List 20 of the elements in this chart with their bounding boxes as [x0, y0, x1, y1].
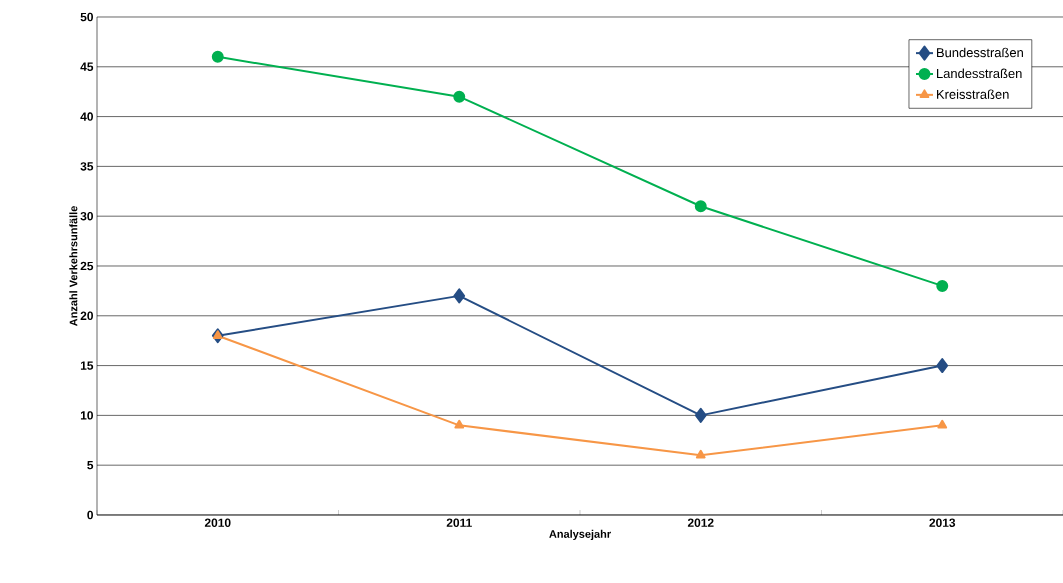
y-tick-label: 20 — [80, 311, 93, 321]
y-tick-label: 25 — [80, 261, 94, 271]
y-tick-label: 15 — [80, 361, 94, 370]
y-tick-label: 50 — [80, 12, 93, 22]
x-axis-title: Analysejahr — [549, 529, 611, 541]
y-tick-label: 40 — [80, 112, 93, 121]
x-tick-label: 2013 — [929, 518, 956, 527]
y-tick-label: 45 — [80, 62, 94, 71]
legend-label: Kreisstraßen — [937, 89, 1009, 99]
y-tick-label: 35 — [80, 162, 94, 171]
legend-label: Landesstraßen — [937, 68, 1022, 79]
y-tick-label: 30 — [80, 211, 93, 221]
y-tick-label: 0 — [87, 510, 93, 520]
y-axis-title: Anzahl Verkehrsunfälle — [69, 206, 78, 327]
x-tick-label: 2012 — [687, 518, 714, 527]
y-tick-label: 10 — [80, 411, 93, 420]
legend-label: Bundesstraßen — [937, 47, 1023, 58]
y-tick-label: 5 — [87, 461, 94, 470]
x-tick-label: 2011 — [446, 518, 472, 527]
x-tick-label: 2010 — [204, 518, 231, 527]
